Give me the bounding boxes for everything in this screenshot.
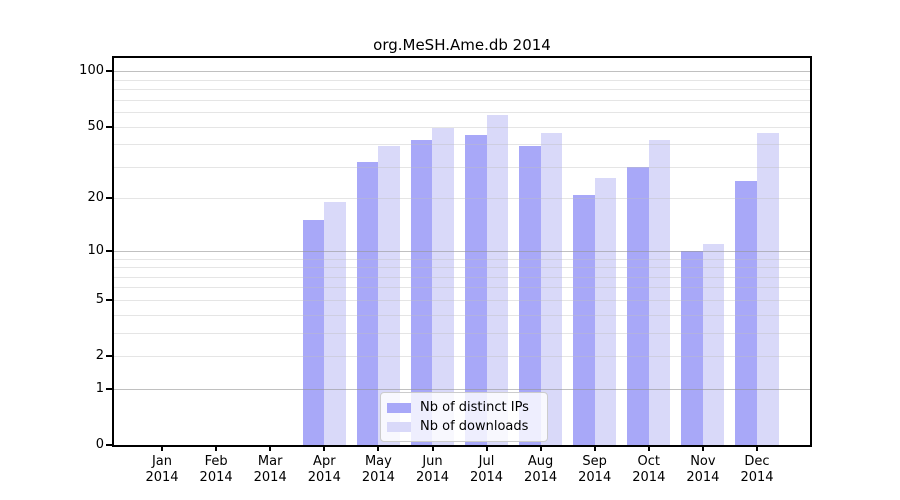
- x-axis-tick-label-sep-2014: Sep 2014: [578, 454, 612, 485]
- x-axis-tick-label-dec-2014: Dec 2014: [740, 454, 774, 485]
- y-axis-tick-label-100: 100: [79, 63, 104, 79]
- major-gridline-10: [114, 250, 810, 252]
- x-axis-tick-label-aug-2014: Aug 2014: [524, 454, 558, 485]
- x-axis-tick-label-nov-2014: Nov 2014: [686, 454, 720, 485]
- bar-nb-of-distinct-ips-apr-2014: [302, 220, 325, 445]
- bar-nb-of-downloads-oct-2014: [648, 140, 671, 445]
- minor-gridline-2: [114, 356, 810, 357]
- bar-nb-of-distinct-ips-aug-2014: [519, 146, 541, 445]
- bar-nb-of-downloads-nov-2014: [702, 243, 725, 445]
- x-axis-tick-mark: [323, 445, 326, 451]
- bar-nb-of-distinct-ips-jun-2014: [410, 140, 433, 445]
- y-axis-tick-mark: [106, 197, 112, 200]
- major-gridline-100: [114, 71, 810, 73]
- bar-nb-of-downloads-jun-2014: [432, 128, 455, 445]
- minor-gridline-40: [114, 144, 810, 146]
- x-axis-tick-label-mar-2014: Mar 2014: [253, 454, 287, 485]
- legend-swatch-distinct-ips: [387, 402, 411, 413]
- minor-gridline-7: [114, 276, 810, 278]
- x-axis-tick-mark: [161, 445, 163, 451]
- y-axis-tick-label-20: 20: [87, 190, 104, 206]
- y-axis-tick-mark: [106, 249, 112, 252]
- minor-gridline-90: [114, 79, 810, 81]
- minor-gridline-4: [114, 314, 810, 316]
- chart-title: org.MeSH.Ame.db 2014: [373, 36, 551, 54]
- minor-gridline-3: [114, 332, 810, 334]
- minor-gridline-6: [114, 287, 810, 289]
- x-axis-tick-label-jul-2014: Jul 2014: [469, 454, 504, 485]
- bar-nb-of-downloads-sep-2014: [594, 178, 617, 445]
- bar-nb-of-downloads-aug-2014: [540, 133, 563, 445]
- bar-nb-of-downloads-may-2014: [378, 146, 400, 445]
- minor-gridline-9: [114, 258, 810, 260]
- bar-nb-of-downloads-jul-2014: [486, 114, 509, 445]
- x-axis-tick-mark: [701, 445, 704, 451]
- legend-swatch-downloads: [387, 421, 411, 432]
- bar-nb-of-distinct-ips-sep-2014: [573, 194, 595, 445]
- legend-label-distinct-ips: Nb of distinct IPs: [420, 400, 529, 415]
- minor-gridline-30: [114, 166, 810, 168]
- y-axis-tick-mark: [106, 355, 112, 357]
- x-axis-tick-mark: [269, 445, 272, 451]
- bar-nb-of-distinct-ips-oct-2014: [627, 166, 649, 445]
- x-axis-tick-label-may-2014: May 2014: [361, 454, 395, 485]
- y-axis-tick-mark: [106, 298, 112, 301]
- x-axis-tick-mark: [539, 445, 542, 451]
- x-axis-tick-mark: [485, 445, 488, 451]
- plot-area: [112, 56, 812, 447]
- y-axis-tick-mark: [106, 444, 112, 446]
- minor-gridline-60: [114, 112, 810, 113]
- x-axis-tick-mark: [215, 445, 218, 451]
- y-axis-tick-mark: [106, 70, 112, 73]
- bar-nb-of-downloads-dec-2014: [756, 133, 779, 445]
- y-axis-tick-mark: [106, 387, 112, 390]
- y-axis-tick-label-1: 1: [95, 380, 104, 396]
- x-axis-tick-label-feb-2014: Feb 2014: [199, 454, 233, 485]
- bar-nb-of-downloads-apr-2014: [324, 202, 346, 445]
- x-axis-tick-label-jun-2014: Jun 2014: [415, 454, 450, 485]
- bar-nb-of-distinct-ips-may-2014: [356, 161, 379, 445]
- x-axis-tick-mark: [377, 445, 380, 451]
- y-axis-tick-label-0: 0: [95, 437, 104, 452]
- y-axis-tick-label-50: 50: [87, 118, 104, 134]
- minor-gridline-8: [114, 267, 810, 268]
- legend: Nb of distinct IPs Nb of downloads: [380, 392, 548, 442]
- legend-item-downloads: Nb of downloads: [387, 417, 539, 436]
- minor-gridline-70: [114, 99, 810, 101]
- x-axis-tick-mark: [647, 445, 650, 451]
- x-axis-tick-label-oct-2014: Oct 2014: [632, 454, 666, 485]
- y-axis-tick-label-2: 2: [95, 348, 104, 363]
- minor-gridline-80: [114, 89, 810, 90]
- legend-label-downloads: Nb of downloads: [420, 419, 529, 434]
- minor-gridline-20: [114, 198, 810, 200]
- x-axis-tick-mark: [756, 445, 758, 451]
- major-gridline-1: [114, 388, 810, 390]
- minor-gridline-50: [114, 126, 810, 128]
- x-axis-tick-mark: [593, 445, 596, 451]
- x-axis-tick-mark: [431, 445, 434, 451]
- x-axis-tick-label-apr-2014: Apr 2014: [307, 454, 341, 485]
- x-axis-tick-label-jan-2014: Jan 2014: [145, 454, 179, 485]
- bar-nb-of-distinct-ips-jul-2014: [464, 134, 487, 445]
- y-axis-tick-label-10: 10: [87, 242, 104, 258]
- bar-nb-of-distinct-ips-dec-2014: [735, 181, 757, 445]
- minor-gridline-5: [114, 299, 810, 301]
- legend-item-distinct-ips: Nb of distinct IPs: [387, 398, 539, 417]
- y-axis-tick-label-5: 5: [95, 291, 104, 307]
- bar-nb-of-distinct-ips-nov-2014: [681, 250, 703, 445]
- y-axis-tick-mark: [106, 125, 112, 128]
